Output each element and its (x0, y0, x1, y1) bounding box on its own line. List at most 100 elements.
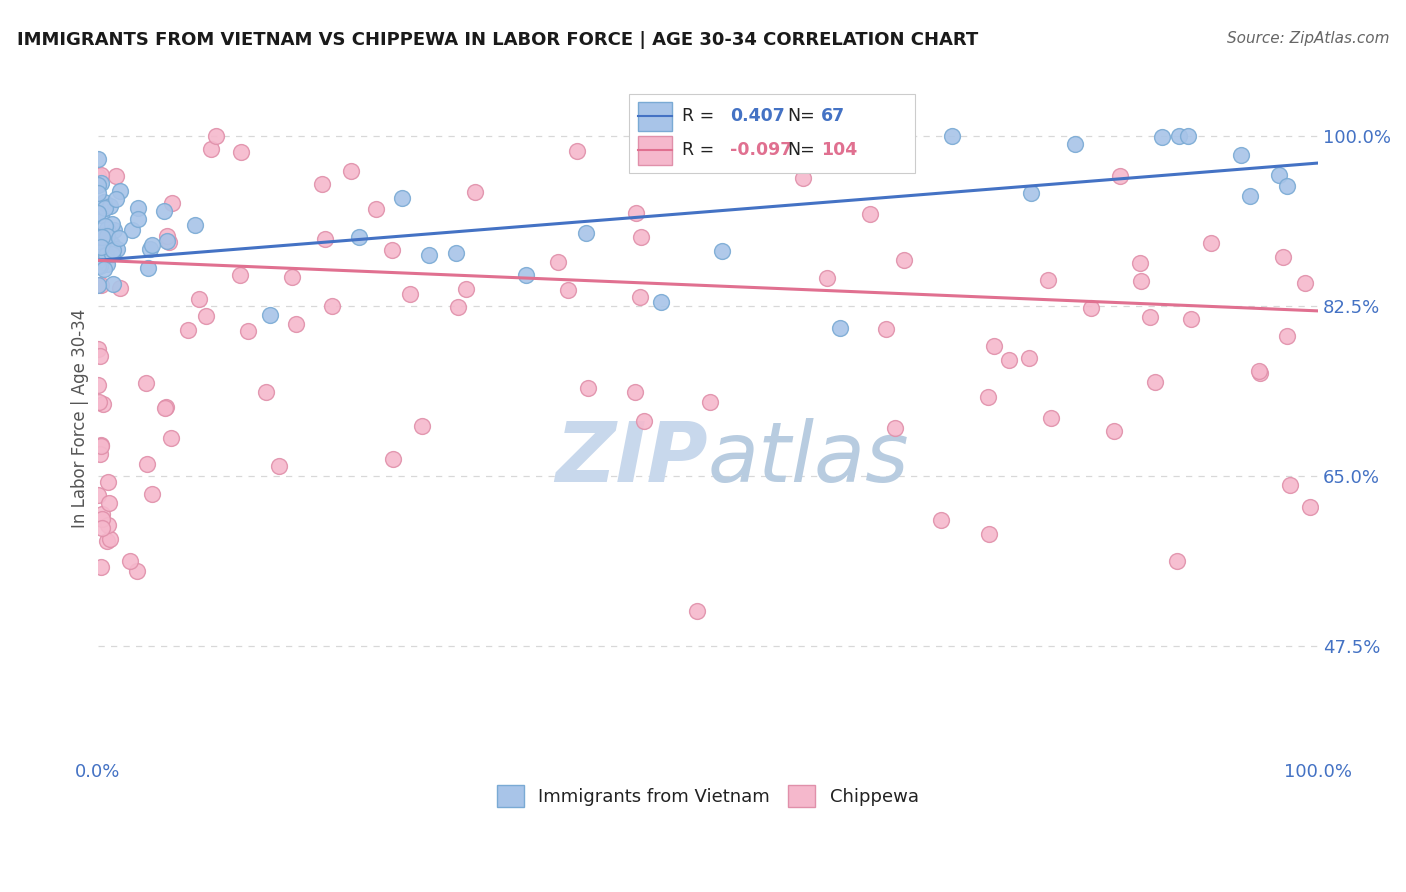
Point (108, 280, 131, 294)
Point (96, 229, 118, 244)
Point (96, 221, 118, 235)
Text: IMMIGRANTS FROM VIETNAM VS CHIPPEWA IN LABOR FORCE | AGE 30-34 CORRELATION CHART: IMMIGRANTS FROM VIETNAM VS CHIPPEWA IN L… (17, 31, 979, 49)
Text: N=: N= (787, 107, 815, 125)
Point (418, 248, 440, 262)
Point (87, 152, 110, 166)
Point (626, 206, 648, 220)
Point (90, 240, 112, 254)
Text: 67: 67 (821, 107, 845, 125)
Point (98, 496, 121, 510)
Point (105, 242, 128, 256)
Point (411, 419, 433, 434)
Point (200, 142, 222, 156)
Point (183, 218, 205, 232)
Point (87, 488, 110, 502)
Point (86, 277, 108, 292)
Point (1038, 273, 1060, 287)
Point (105, 192, 128, 206)
Y-axis label: In Labor Force | Age 30-34: In Labor Force | Age 30-34 (72, 309, 89, 527)
Point (86, 253, 108, 268)
Point (96, 257, 118, 271)
Point (156, 235, 179, 249)
Text: R =: R = (682, 107, 720, 125)
Point (575, 227, 598, 241)
Point (686, 604, 709, 618)
Point (90, 438, 112, 452)
Point (977, 527, 1000, 541)
Point (90, 176, 112, 190)
Point (127, 201, 149, 215)
Point (229, 268, 252, 282)
Point (136, 261, 159, 276)
Point (1129, 256, 1152, 270)
Point (121, 223, 143, 237)
Point (314, 232, 336, 246)
Point (977, 390, 1000, 404)
Point (1278, 478, 1301, 492)
Point (89, 260, 111, 274)
Point (91, 396, 114, 410)
Point (1230, 148, 1253, 162)
FancyBboxPatch shape (638, 102, 672, 130)
Point (138, 242, 160, 256)
Point (1109, 169, 1132, 183)
Text: 0.407: 0.407 (730, 107, 785, 125)
Point (1040, 411, 1063, 425)
Point (87, 343, 110, 357)
Point (399, 287, 422, 301)
Point (205, 128, 228, 143)
Point (699, 394, 721, 409)
Point (557, 283, 579, 297)
Legend: Immigrants from Vietnam, Chippewa: Immigrants from Vietnam, Chippewa (489, 778, 927, 814)
Point (108, 231, 131, 245)
Point (444, 246, 467, 260)
Point (127, 211, 149, 226)
Point (96, 534, 118, 549)
Point (650, 295, 672, 310)
Point (125, 564, 148, 578)
Point (187, 292, 209, 306)
Point (281, 270, 304, 285)
Point (1019, 186, 1042, 200)
Point (155, 401, 177, 415)
Point (101, 217, 124, 231)
Point (90, 278, 112, 293)
Point (89, 447, 111, 461)
Point (1271, 250, 1294, 264)
Point (311, 177, 333, 191)
Point (141, 237, 163, 252)
Point (94, 201, 117, 215)
Point (464, 185, 486, 199)
Point (141, 486, 163, 500)
Point (381, 243, 404, 257)
Point (229, 145, 252, 159)
Point (792, 171, 814, 186)
Point (90, 208, 112, 222)
Point (364, 202, 387, 216)
Point (1080, 301, 1102, 315)
Point (941, 128, 963, 143)
Point (862, 156, 884, 170)
Point (1129, 274, 1152, 288)
Text: R =: R = (682, 141, 720, 160)
Point (89, 349, 111, 363)
Point (98, 533, 121, 547)
Text: 104: 104 (821, 141, 858, 160)
Point (86, 259, 108, 273)
Point (832, 128, 855, 143)
Point (103, 243, 125, 257)
Point (1268, 168, 1291, 182)
Point (101, 237, 124, 252)
Point (1180, 311, 1202, 326)
Point (160, 431, 183, 445)
Point (1018, 351, 1040, 365)
Point (929, 513, 952, 527)
Point (259, 308, 281, 322)
Point (565, 144, 588, 158)
Point (630, 230, 652, 244)
Point (89, 199, 111, 213)
Point (340, 164, 363, 178)
Point (118, 554, 141, 568)
Point (1201, 235, 1223, 250)
Text: -0.097: -0.097 (730, 141, 792, 160)
